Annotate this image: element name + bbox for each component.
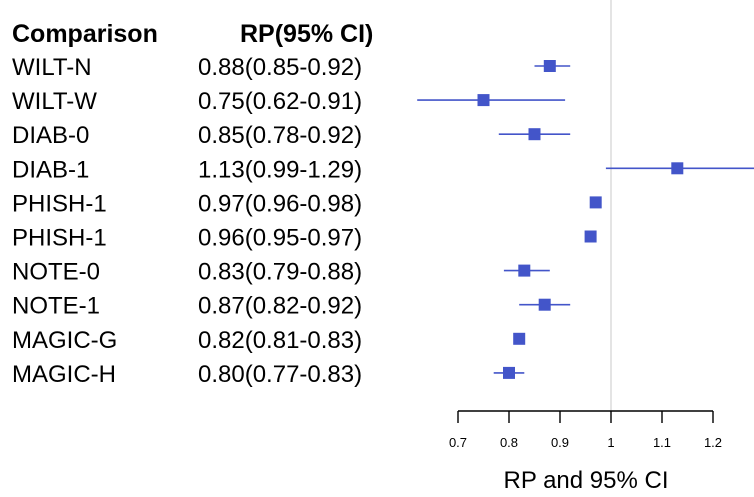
estimate-marker	[528, 128, 541, 141]
estimate-marker	[503, 366, 515, 379]
row: PHISH-1 0.96(0.95-0.97)	[12, 225, 597, 252]
row-estimate-text: 0.80(0.77-0.83)	[198, 361, 362, 388]
row-estimate-text: 0.97(0.96-0.98)	[198, 190, 362, 217]
row-estimate-text: 0.85(0.78-0.92)	[198, 122, 362, 149]
row: PHISH-1 0.97(0.96-0.98)	[12, 190, 602, 217]
row: WILT-N 0.88(0.85-0.92)	[12, 54, 571, 81]
row-label: MAGIC-H	[12, 361, 116, 388]
row: NOTE-1 0.87(0.82-0.92)	[12, 293, 571, 320]
x-tick-label: 1.2	[704, 435, 722, 450]
row-label: WILT-W	[12, 88, 97, 115]
x-tick-label: 1.1	[653, 435, 671, 450]
row-label: DIAB-1	[12, 156, 89, 183]
row-label: NOTE-0	[12, 259, 100, 286]
x-tick-label: 0.7	[449, 435, 467, 450]
estimate-marker	[671, 162, 684, 175]
estimate-marker	[538, 298, 551, 311]
estimate-marker	[543, 60, 556, 72]
row-estimate-text: 1.13(0.99-1.29)	[198, 156, 362, 183]
row-label: WILT-N	[12, 54, 92, 81]
row: DIAB-1 1.13(0.99-1.29)	[12, 156, 754, 183]
row: NOTE-0 0.83(0.79-0.88)	[12, 259, 550, 286]
row-estimate-text: 0.96(0.95-0.97)	[198, 225, 362, 252]
row-estimate-text: 0.88(0.85-0.92)	[198, 54, 362, 81]
row-estimate-text: 0.82(0.81-0.83)	[198, 327, 362, 354]
row: DIAB-0 0.85(0.78-0.92)	[12, 122, 571, 149]
estimate-marker	[513, 332, 526, 345]
header-rp-ci: RP(95% CI)	[240, 20, 373, 48]
x-axis-label: RP and 95% CI	[504, 467, 669, 494]
row-label: NOTE-1	[12, 293, 100, 320]
estimate-marker	[477, 94, 490, 107]
x-axis: 0.7 0.8 0.9 1 1.1 1.2	[449, 410, 722, 450]
header-comparison: Comparison	[12, 20, 158, 48]
x-tick-label: 1	[607, 435, 614, 450]
row-label: PHISH-1	[12, 190, 107, 217]
estimate-marker	[518, 264, 531, 277]
row-estimate-text: 0.87(0.82-0.92)	[198, 293, 362, 320]
row-estimate-text: 0.75(0.62-0.91)	[198, 88, 362, 115]
estimate-marker	[589, 196, 602, 209]
row: WILT-W 0.75(0.62-0.91)	[12, 88, 566, 115]
x-tick-label: 0.8	[500, 435, 518, 450]
forest-rows: WILT-N 0.88(0.85-0.92) WILT-W 0.75(0.62-0.9…	[12, 54, 754, 388]
x-tick-label: 0.9	[551, 435, 569, 450]
row: MAGIC-H 0.80(0.77-0.83)	[12, 361, 525, 388]
estimate-marker	[584, 230, 597, 243]
row-label: MAGIC-G	[12, 327, 117, 354]
row: MAGIC-G 0.82(0.81-0.83)	[12, 327, 526, 354]
row-label: PHISH-1	[12, 225, 107, 252]
row-label: DIAB-0	[12, 122, 89, 149]
row-estimate-text: 0.83(0.79-0.88)	[198, 259, 362, 286]
